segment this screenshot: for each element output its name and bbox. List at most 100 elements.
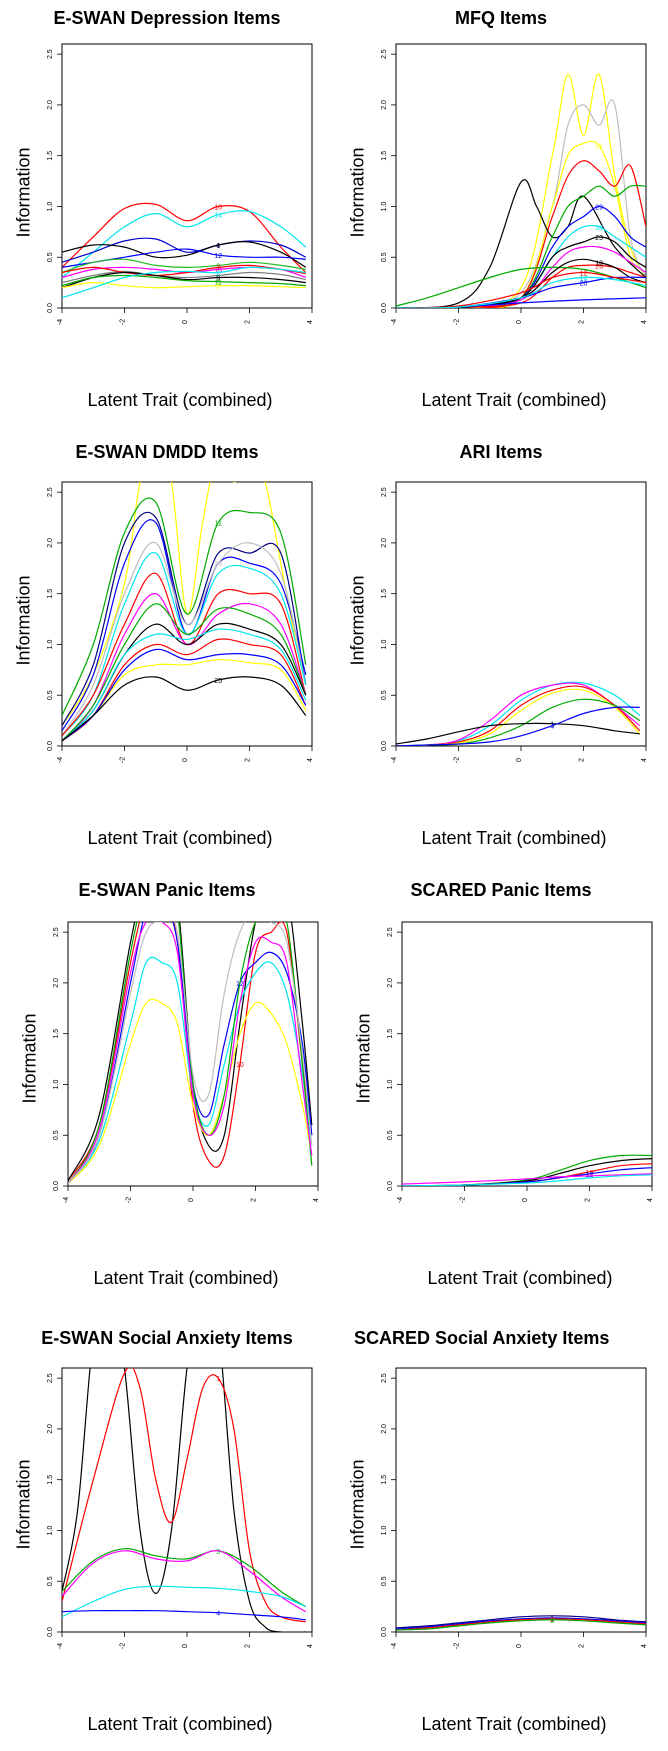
series-label: 12 [214,253,222,260]
x-tick-label: 4 [313,1198,320,1202]
x-tick-label: 2 [579,1644,586,1648]
series-label: 14 [580,276,588,283]
x-tick-label: -4 [391,319,398,325]
chart-panel-mfq: MFQ Items Information 0.0 0.5 1.0 1.5 2.0 2.5… [334,0,668,438]
series-label: 3 [216,1549,220,1556]
series-label: 25 [214,678,222,685]
y-tick-label: 0.5 [47,1576,54,1586]
y-tick-label: 2.5 [47,1373,54,1383]
y-tick-label: 1.5 [381,1475,388,1485]
chart-title: MFQ Items [454,8,547,28]
x-tick-label: -4 [57,1643,64,1649]
y-tick-label: 1.0 [47,201,54,211]
chart-panel-esw-dmdd: E-SWAN DMDD Items Information 0.0 0.5 1.0 1… [0,438,334,876]
series-line [68,922,313,1182]
x-axis-label: Latent Trait (combined) [87,828,273,848]
series-line [396,1618,646,1631]
y-axis-label: Information [347,147,368,238]
series-line [62,237,307,263]
series-line [396,271,646,308]
plot-frame [61,1367,313,1633]
y-tick-label: 2.5 [47,49,54,59]
y-tick-label: 1.5 [381,151,388,161]
series-label: 12 [580,270,588,277]
x-tick-label: 2 [251,1198,258,1202]
series-line [396,160,646,308]
y-axis-label: Information [19,1013,40,1104]
series-line [68,956,313,1185]
y-tick-label: 1.0 [381,639,388,649]
x-tick-label: 0 [516,320,523,324]
series-group: 14 [396,681,641,746]
plot-frame [395,1367,647,1633]
x-tick-label: -4 [391,757,398,763]
y-tick-label: 0.0 [387,1181,394,1191]
x-tick-label: 2 [579,758,586,762]
series-line [396,73,646,308]
series-line [396,1617,646,1630]
y-tick-label: 1.0 [381,1525,388,1535]
series-label: 26 [595,263,603,270]
series-line [62,1610,306,1621]
y-tick-label: 2.5 [381,487,388,497]
x-tick-label: -2 [454,319,461,325]
x-tick-label: -2 [126,1197,133,1203]
x-tick-label: 4 [307,320,314,324]
y-axis-label: Information [13,575,34,666]
y-tick-label: 0.0 [381,741,388,751]
x-tick-label: 2 [245,758,252,762]
y-tick-label: 2.5 [47,487,54,497]
y-tick-label: 1.5 [53,1029,60,1039]
series-label: 2 [216,270,220,277]
series-label: 21 [595,144,603,151]
y-tick-label: 2.0 [387,978,394,988]
x-tick-label: 0 [182,1644,189,1648]
series-label: 4 [550,724,554,731]
series-line [396,264,646,308]
x-axis-label: Latent Trait (combined) [87,390,273,410]
series-line [62,482,307,727]
y-tick-label: 0.5 [47,690,54,700]
plot-area: 0.00.51.01.52.02.5-4 -2 0 2 4101441123136791… [47,43,314,325]
series-line [62,241,307,268]
series-line [62,628,307,742]
y-tick-label: 1.5 [387,1029,394,1039]
series-label: 23 [214,561,222,568]
series-label: 10 [214,204,222,211]
series-line [68,922,313,1185]
series-label: 9 [216,276,220,283]
x-tick-label: -4 [57,319,64,325]
x-tick-label: -2 [120,319,127,325]
chart-panel-esw-social: E-SWAN Social Anxiety Items Information … [0,1314,334,1751]
y-tick-label: 0.5 [53,1130,60,1140]
y-tick-label: 1.0 [53,1079,60,1089]
y-tick-label: 1.0 [47,1525,54,1535]
series-label: 3 [550,1618,554,1625]
series-line [62,1585,307,1618]
y-tick-label: 0.0 [381,1627,388,1637]
series-line [62,281,306,289]
series-line [396,1615,646,1629]
x-tick-label: 4 [307,758,314,762]
chart-title: SCARED Social Anxiety Items [354,1328,610,1348]
series-label: 20 [580,281,588,288]
series-line [62,202,307,273]
x-tick-label: 4 [641,758,648,762]
plot-area: 0.0 0.5 1.0 1.5 2.0 2.5 -4 -2 0 2 4 11 23 25 [47,481,314,763]
y-tick-label: 2.5 [381,49,388,59]
series-line [396,140,646,308]
y-axis-label: Information [13,147,34,238]
plot-frame [67,921,319,1187]
plot-area: 0.00.51.01.52.02.5-4 -2 0 2 414 [381,481,648,763]
y-tick-label: 1.0 [387,1079,394,1089]
y-tick-label: 2.5 [381,1373,388,1383]
series-label: 28 [595,225,603,232]
series-label: 10 [595,260,603,267]
x-tick-label: 4 [307,1644,314,1648]
series-line [68,998,313,1185]
y-tick-label: 1.5 [47,1475,54,1485]
x-axis-label: Latent Trait (combined) [93,1268,279,1288]
plot-area: 0.00.51.01.52.02.5-4 -2 0 2 4212928232610201… [381,43,648,325]
